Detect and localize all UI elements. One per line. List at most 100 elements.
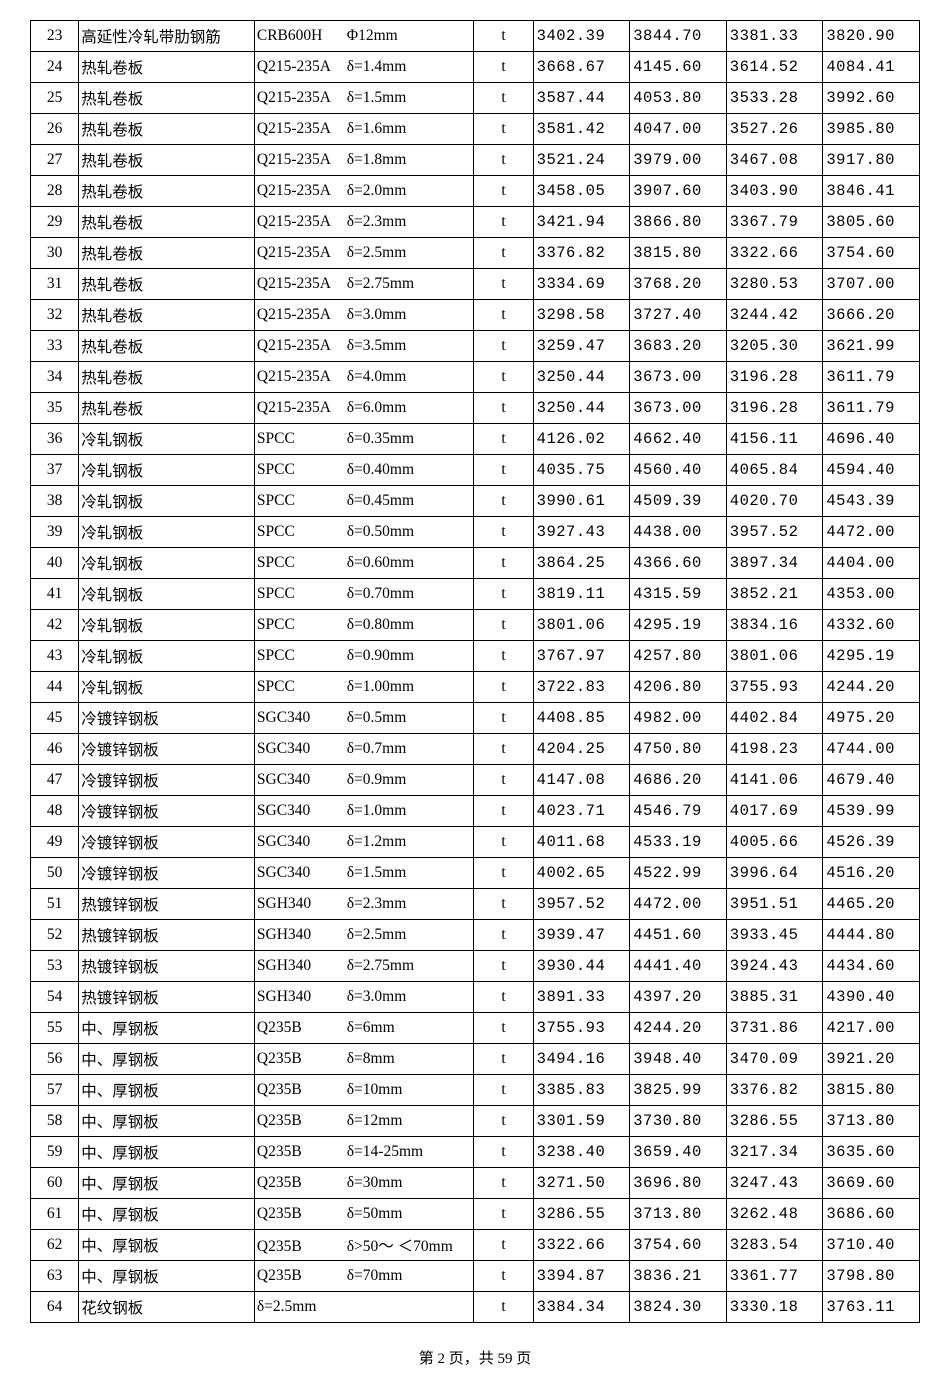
table-row: 33热轧卷板Q215-235A δ=3.5mmt3259.473683.2032… <box>31 331 920 362</box>
cell-v2: 3730.80 <box>630 1106 727 1137</box>
cell-unit: t <box>474 1106 533 1137</box>
cell-spec: Q215-235A δ=2.5mm <box>254 238 474 269</box>
cell-index: 46 <box>31 734 79 765</box>
cell-v1: 3722.83 <box>533 672 630 703</box>
cell-name: 热镀锌钢板 <box>79 920 255 951</box>
cell-v1: 3668.67 <box>533 52 630 83</box>
cell-v2: 4206.80 <box>630 672 727 703</box>
cell-index: 39 <box>31 517 79 548</box>
cell-v1: 3927.43 <box>533 517 630 548</box>
cell-v2: 4686.20 <box>630 765 727 796</box>
cell-v2: 4295.19 <box>630 610 727 641</box>
cell-v3: 3470.09 <box>726 1044 823 1075</box>
cell-v2: 4366.60 <box>630 548 727 579</box>
cell-v2: 4546.79 <box>630 796 727 827</box>
cell-name: 热轧卷板 <box>79 393 255 424</box>
cell-name: 中、厚钢板 <box>79 1106 255 1137</box>
cell-name: 冷轧钢板 <box>79 455 255 486</box>
table-row: 36冷轧钢板SPCC δ=0.35mmt4126.024662.404156.1… <box>31 424 920 455</box>
table-row: 48冷镀锌钢板SGC340 δ=1.0mmt4023.714546.794017… <box>31 796 920 827</box>
cell-v1: 3298.58 <box>533 300 630 331</box>
cell-unit: t <box>474 548 533 579</box>
cell-index: 61 <box>31 1199 79 1230</box>
cell-v4: 3917.80 <box>823 145 920 176</box>
page-footer: 第 2 页，共 59 页 <box>30 1347 920 1368</box>
cell-v2: 3844.70 <box>630 21 727 52</box>
cell-name: 热镀锌钢板 <box>79 982 255 1013</box>
cell-v2: 4472.00 <box>630 889 727 920</box>
table-row: 26热轧卷板Q215-235A δ=1.6mmt3581.424047.0035… <box>31 114 920 145</box>
cell-v1: 3259.47 <box>533 331 630 362</box>
cell-v4: 4244.20 <box>823 672 920 703</box>
cell-v3: 3286.55 <box>726 1106 823 1137</box>
cell-v3: 3996.64 <box>726 858 823 889</box>
cell-spec: SPCC δ=1.00mm <box>254 672 474 703</box>
cell-index: 24 <box>31 52 79 83</box>
cell-v4: 3635.60 <box>823 1137 920 1168</box>
table-row: 43冷轧钢板SPCC δ=0.90mmt3767.974257.803801.0… <box>31 641 920 672</box>
cell-index: 33 <box>31 331 79 362</box>
cell-v3: 3834.16 <box>726 610 823 641</box>
cell-v2: 4750.80 <box>630 734 727 765</box>
cell-v2: 3866.80 <box>630 207 727 238</box>
cell-unit: t <box>474 1168 533 1199</box>
cell-v1: 3250.44 <box>533 362 630 393</box>
cell-unit: t <box>474 1137 533 1168</box>
cell-v1: 4147.08 <box>533 765 630 796</box>
cell-v4: 4353.00 <box>823 579 920 610</box>
cell-v3: 3527.26 <box>726 114 823 145</box>
cell-v4: 3805.60 <box>823 207 920 238</box>
cell-spec: SGH340 δ=3.0mm <box>254 982 474 1013</box>
table-row: 38冷轧钢板SPCC δ=0.45mmt3990.614509.394020.7… <box>31 486 920 517</box>
cell-v2: 3754.60 <box>630 1230 727 1261</box>
cell-spec: Q235B δ>50～ ＜70mm <box>254 1230 474 1261</box>
cell-v2: 4662.40 <box>630 424 727 455</box>
cell-name: 中、厚钢板 <box>79 1075 255 1106</box>
cell-name: 冷镀锌钢板 <box>79 827 255 858</box>
cell-index: 42 <box>31 610 79 641</box>
table-row: 51热镀锌钢板SGH340 δ=2.3mmt3957.524472.003951… <box>31 889 920 920</box>
cell-v4: 3985.80 <box>823 114 920 145</box>
cell-spec: Q215-235A δ=1.8mm <box>254 145 474 176</box>
cell-unit: t <box>474 796 533 827</box>
cell-v4: 3992.60 <box>823 83 920 114</box>
cell-v3: 3614.52 <box>726 52 823 83</box>
cell-v4: 3815.80 <box>823 1075 920 1106</box>
table-row: 52热镀锌钢板SGH340 δ=2.5mmt3939.474451.603933… <box>31 920 920 951</box>
cell-v4: 3621.99 <box>823 331 920 362</box>
cell-v4: 3611.79 <box>823 362 920 393</box>
cell-v1: 3494.16 <box>533 1044 630 1075</box>
cell-unit: t <box>474 21 533 52</box>
cell-spec: SPCC δ=0.45mm <box>254 486 474 517</box>
cell-v4: 3666.20 <box>823 300 920 331</box>
cell-v4: 3686.60 <box>823 1199 920 1230</box>
cell-v2: 3836.21 <box>630 1261 727 1292</box>
cell-v1: 3286.55 <box>533 1199 630 1230</box>
cell-v4: 4390.40 <box>823 982 920 1013</box>
cell-v3: 4017.69 <box>726 796 823 827</box>
cell-v2: 3659.40 <box>630 1137 727 1168</box>
cell-spec: Q235B δ=70mm <box>254 1261 474 1292</box>
cell-spec: SGH340 δ=2.3mm <box>254 889 474 920</box>
cell-v2: 3907.60 <box>630 176 727 207</box>
cell-v2: 3673.00 <box>630 362 727 393</box>
cell-v3: 4020.70 <box>726 486 823 517</box>
cell-index: 36 <box>31 424 79 455</box>
cell-index: 49 <box>31 827 79 858</box>
cell-name: 冷轧钢板 <box>79 486 255 517</box>
cell-v3: 3897.34 <box>726 548 823 579</box>
cell-name: 中、厚钢板 <box>79 1261 255 1292</box>
cell-spec: SGC340 δ=1.2mm <box>254 827 474 858</box>
cell-v2: 3825.99 <box>630 1075 727 1106</box>
cell-spec: SGH340 δ=2.75mm <box>254 951 474 982</box>
cell-v2: 3768.20 <box>630 269 727 300</box>
cell-index: 29 <box>31 207 79 238</box>
cell-unit: t <box>474 331 533 362</box>
cell-spec: SGH340 δ=2.5mm <box>254 920 474 951</box>
cell-index: 34 <box>31 362 79 393</box>
cell-index: 63 <box>31 1261 79 1292</box>
cell-index: 54 <box>31 982 79 1013</box>
table-row: 55中、厚钢板Q235B δ=6mmt3755.934244.203731.86… <box>31 1013 920 1044</box>
cell-v2: 4533.19 <box>630 827 727 858</box>
cell-v2: 4982.00 <box>630 703 727 734</box>
